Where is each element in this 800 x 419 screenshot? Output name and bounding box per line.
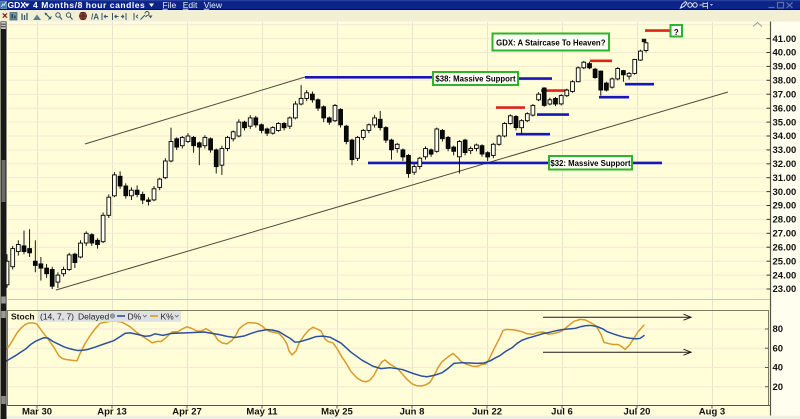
svg-text:27.00: 27.00 [773, 229, 797, 240]
svg-text:26.00: 26.00 [773, 242, 797, 253]
svg-text:23.00: 23.00 [773, 284, 797, 295]
svg-text:Mar 30: Mar 30 [22, 406, 52, 417]
svg-text:Stoch: Stoch [11, 311, 35, 321]
svg-text:Jul 6: Jul 6 [551, 406, 573, 417]
svg-text:$32: Massive Support: $32: Massive Support [550, 159, 631, 168]
svg-text:May 11: May 11 [246, 406, 278, 417]
svg-text:37.00: 37.00 [773, 89, 797, 100]
svg-text:25.00: 25.00 [773, 256, 797, 267]
svg-text:K%: K% [161, 311, 175, 321]
svg-text:4 Months/8 hour candles: 4 Months/8 hour candles [33, 0, 145, 10]
svg-text:/A: /A [91, 13, 99, 22]
svg-text:33.00: 33.00 [773, 145, 797, 156]
svg-text:38.00: 38.00 [773, 76, 797, 87]
svg-text:Apr 27: Apr 27 [172, 406, 202, 417]
svg-text:35.00: 35.00 [773, 117, 797, 128]
svg-text:20: 20 [773, 382, 784, 393]
svg-text:Jul 20: Jul 20 [624, 406, 651, 417]
svg-text:24.00: 24.00 [773, 270, 797, 281]
svg-text:32.00: 32.00 [773, 159, 797, 170]
svg-text:30.00: 30.00 [773, 187, 797, 198]
svg-text:Jun 8: Jun 8 [400, 406, 425, 417]
svg-text:May 25: May 25 [321, 406, 353, 417]
svg-text:Jun 22: Jun 22 [472, 406, 502, 417]
svg-text:GDX: GDX [8, 0, 27, 10]
svg-text:Apr 13: Apr 13 [97, 406, 127, 417]
svg-text:29.00: 29.00 [773, 201, 797, 212]
svg-text:$38: Massive Support: $38: Massive Support [435, 75, 516, 84]
svg-text:?: ? [674, 28, 679, 37]
svg-text:39.00: 39.00 [773, 62, 797, 73]
svg-text:40.00: 40.00 [773, 48, 797, 59]
svg-text:Edit: Edit [183, 0, 198, 10]
svg-text:40: 40 [773, 363, 784, 374]
svg-text:View: View [204, 0, 223, 10]
svg-text:60: 60 [773, 343, 784, 354]
svg-text:41.00: 41.00 [773, 34, 797, 45]
svg-text:28.00: 28.00 [773, 215, 797, 226]
svg-text:80: 80 [773, 324, 784, 335]
svg-text:Aug 3: Aug 3 [699, 406, 725, 417]
svg-text:File: File [163, 0, 177, 10]
svg-text:34.00: 34.00 [773, 131, 797, 142]
svg-text:D%: D% [128, 311, 142, 321]
svg-text:GDX: A Staircase To Heaven?: GDX: A Staircase To Heaven? [496, 39, 606, 48]
svg-text:36.00: 36.00 [773, 103, 797, 114]
svg-text:(14, 7, 7): (14, 7, 7) [40, 311, 74, 321]
svg-text:31.00: 31.00 [773, 173, 797, 184]
svg-text:✕: ✕ [2, 11, 9, 20]
svg-text:Delayed: Delayed [78, 311, 109, 321]
